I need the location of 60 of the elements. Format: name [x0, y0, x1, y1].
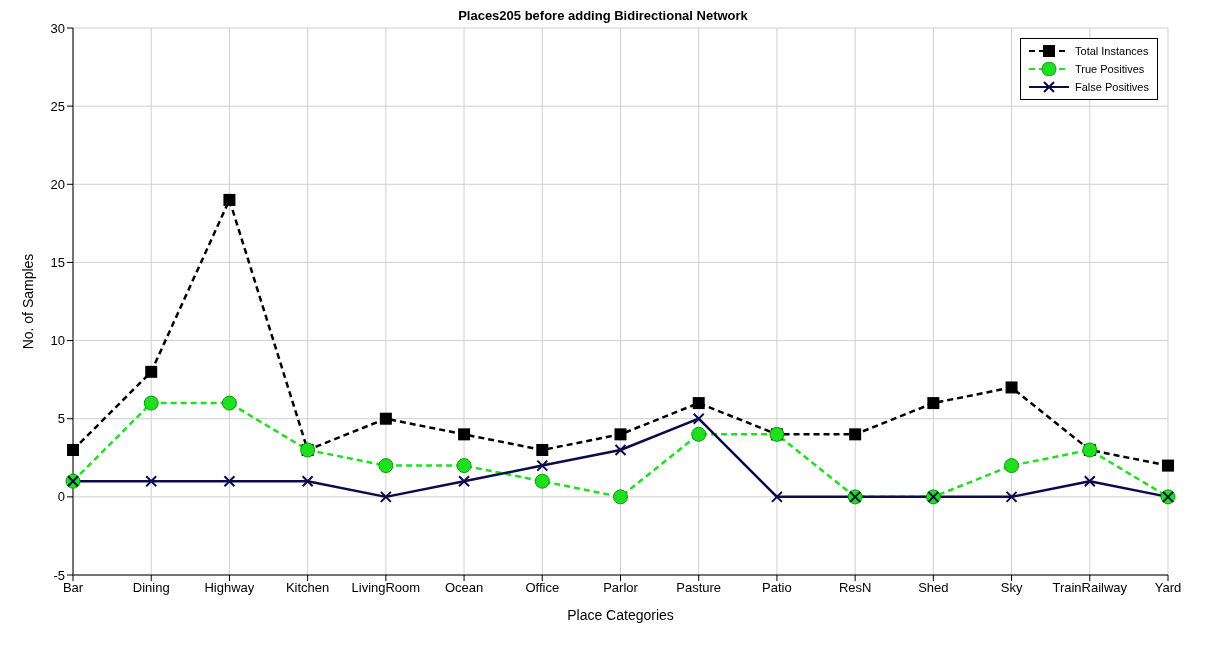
y-tick-label: 10	[50, 333, 65, 349]
y-tick-label: 20	[50, 176, 65, 192]
point	[223, 475, 236, 488]
point	[456, 458, 472, 474]
chart-title: Places205 before adding Bidirectional Network	[458, 8, 748, 23]
x-tick-label: Yard	[1154, 580, 1182, 596]
point	[67, 443, 79, 456]
point	[927, 397, 940, 410]
point	[143, 395, 159, 411]
point	[379, 412, 392, 425]
legend-label: False Positives	[1075, 81, 1149, 93]
x-axis-title: Place Categories	[567, 607, 674, 623]
point	[145, 475, 158, 488]
point	[458, 475, 471, 488]
y-axis-title: No. of Samples	[19, 253, 36, 350]
point	[379, 490, 392, 503]
y-tick-label: 25	[50, 98, 65, 114]
x-tick-label: Shed	[918, 580, 949, 596]
point	[614, 428, 627, 441]
y-tick-label: 0	[57, 489, 65, 505]
point	[770, 490, 783, 503]
y-tick-label: 5	[57, 411, 65, 427]
x-tick-label: Office	[525, 580, 560, 596]
x-tick-label: TrainRailway	[1052, 580, 1128, 596]
point	[145, 365, 158, 378]
point	[536, 443, 549, 456]
point	[613, 489, 628, 505]
x-tick-label: ResN	[838, 580, 872, 596]
x-tick-label: Sky	[1000, 580, 1023, 596]
point	[849, 428, 862, 441]
y-tick-label: 30	[50, 20, 65, 36]
point	[223, 193, 236, 206]
x-tick-label: Parlor	[603, 580, 639, 596]
x-tick-label: Bar	[62, 580, 84, 596]
y-tick-label: -5	[53, 567, 65, 583]
point	[691, 426, 707, 442]
x-tick-label: LivingRoom	[351, 580, 421, 596]
point	[458, 428, 471, 441]
point	[301, 475, 314, 488]
x-tick-label: Dining	[132, 580, 170, 596]
point	[1005, 381, 1018, 394]
point	[378, 458, 394, 474]
point	[614, 443, 627, 456]
point	[1005, 490, 1018, 503]
x-tick-label: Kitchen	[285, 580, 330, 596]
point	[1004, 458, 1020, 474]
x-tick-label: Ocean	[444, 580, 484, 596]
point	[536, 459, 549, 472]
point	[534, 473, 550, 489]
legend-label: True Positives	[1075, 63, 1145, 75]
x-tick-label: Highway	[204, 580, 255, 596]
x-tick-label: Patio	[762, 580, 792, 596]
point	[1162, 459, 1174, 472]
legend-label: Total Instances	[1075, 45, 1149, 57]
point	[692, 412, 705, 425]
point	[692, 397, 705, 410]
point	[221, 395, 237, 411]
x-tick-label: Pasture	[676, 580, 722, 596]
y-tick-label: 15	[50, 255, 65, 271]
point	[1083, 475, 1096, 488]
